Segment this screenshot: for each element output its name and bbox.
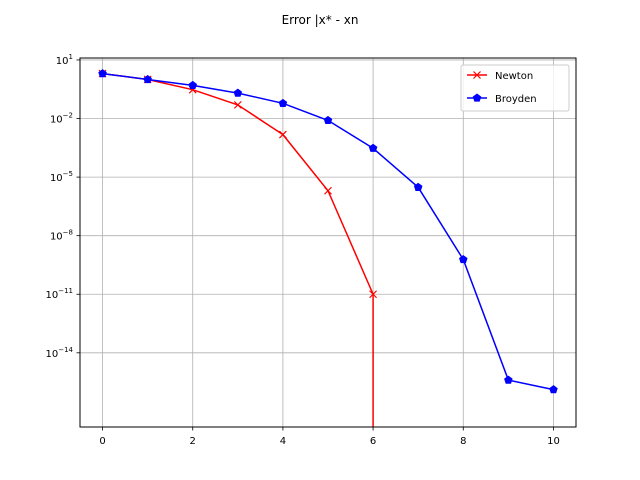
- y-tick-base: 10: [45, 349, 58, 360]
- y-tick-label: 10−2: [50, 112, 73, 126]
- data-point-newton: [278, 130, 287, 139]
- y-tick-label: 10−8: [50, 229, 73, 243]
- legend-entries: Newton Broyden: [467, 71, 537, 105]
- series-line-newton: [102, 72, 374, 427]
- y-tick-base: 10: [45, 290, 58, 301]
- axes-frame: [79, 57, 577, 428]
- y-tick-base: 10: [50, 115, 63, 126]
- x-axis: 0 2 4 6 8 10: [99, 427, 560, 447]
- y-tick-label: 10−11: [45, 287, 73, 301]
- data-point-newton: [369, 290, 378, 299]
- y-tick-exponent: −14: [58, 346, 73, 354]
- chart-title: Error |x* - xn: [282, 13, 359, 27]
- legend-marker-broyden: [472, 93, 482, 102]
- y-tick-base: 10: [56, 56, 69, 67]
- x-tick-label: 6: [370, 436, 376, 447]
- series-newton: [98, 69, 378, 427]
- x-tick-label: 2: [190, 436, 196, 447]
- y-tick-label: 10−14: [45, 346, 73, 360]
- y-tick-exponent: −8: [63, 229, 73, 237]
- data-point-broyden: [368, 143, 378, 152]
- x-tick-label: 0: [99, 436, 105, 447]
- data-point-broyden: [549, 385, 558, 394]
- y-tick-label: 101: [56, 53, 73, 67]
- data-point-broyden: [413, 182, 423, 191]
- legend-label-broyden: Broyden: [495, 94, 537, 105]
- data-point-broyden: [143, 74, 152, 84]
- data-point-broyden: [504, 375, 513, 384]
- y-tick-exponent: −11: [58, 287, 73, 295]
- legend-marker-newton: [473, 71, 481, 79]
- y-tick-base: 10: [50, 232, 63, 243]
- x-tick-label: 10: [547, 436, 560, 447]
- y-tick-exponent: −5: [63, 170, 73, 178]
- series-layer: [98, 69, 558, 427]
- data-point-newton: [324, 186, 332, 195]
- data-point-broyden: [98, 69, 107, 78]
- grid-lines: [80, 58, 576, 427]
- legend: Newton Broyden: [460, 64, 570, 112]
- y-tick-base: 10: [50, 173, 63, 184]
- y-tick-label: 10−5: [50, 170, 73, 184]
- data-point-broyden: [233, 88, 243, 97]
- y-tick-exponent: 1: [69, 53, 73, 61]
- data-point-broyden: [323, 115, 333, 125]
- series-broyden: [98, 69, 558, 394]
- data-point-newton: [233, 100, 242, 109]
- data-point-broyden: [459, 255, 468, 264]
- x-tick-label: 4: [280, 436, 286, 447]
- legend-label-newton: Newton: [495, 71, 533, 82]
- x-tick-label: 8: [460, 436, 466, 447]
- legend-box: [460, 64, 570, 112]
- data-point-broyden: [278, 98, 288, 107]
- data-point-broyden: [188, 80, 197, 89]
- y-tick-exponent: −2: [63, 112, 73, 120]
